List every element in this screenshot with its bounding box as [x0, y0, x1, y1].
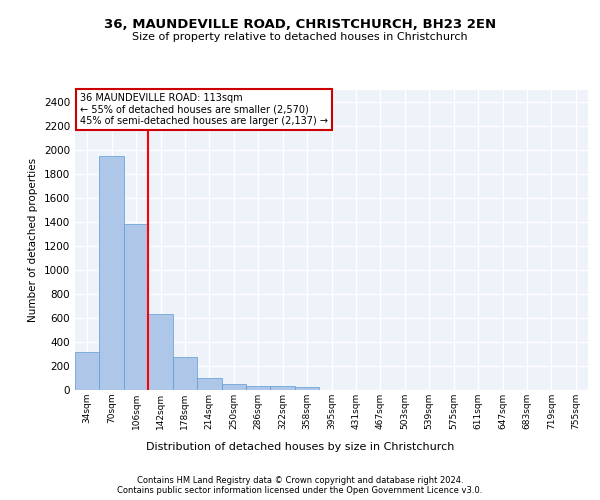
Text: 36 MAUNDEVILLE ROAD: 113sqm
← 55% of detached houses are smaller (2,570)
45% of : 36 MAUNDEVILLE ROAD: 113sqm ← 55% of det…	[80, 93, 328, 126]
Bar	[75, 352, 100, 390]
Bar	[124, 224, 148, 390]
Text: Distribution of detached houses by size in Christchurch: Distribution of detached houses by size …	[146, 442, 454, 452]
Bar	[221, 384, 246, 390]
Text: Size of property relative to detached houses in Christchurch: Size of property relative to detached ho…	[132, 32, 468, 42]
Bar	[173, 357, 197, 390]
Y-axis label: Number of detached properties: Number of detached properties	[28, 158, 38, 322]
Text: 36, MAUNDEVILLE ROAD, CHRISTCHURCH, BH23 2EN: 36, MAUNDEVILLE ROAD, CHRISTCHURCH, BH23…	[104, 18, 496, 30]
Bar	[100, 156, 124, 390]
Bar	[246, 386, 271, 390]
Bar	[271, 386, 295, 390]
Text: Contains HM Land Registry data © Crown copyright and database right 2024.: Contains HM Land Registry data © Crown c…	[137, 476, 463, 485]
Bar	[148, 314, 173, 390]
Bar	[295, 388, 319, 390]
Bar	[197, 378, 221, 390]
Text: Contains public sector information licensed under the Open Government Licence v3: Contains public sector information licen…	[118, 486, 482, 495]
